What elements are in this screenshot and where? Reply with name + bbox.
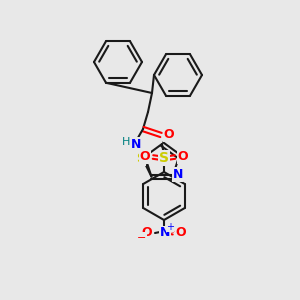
Text: N: N xyxy=(172,168,183,181)
Text: −: − xyxy=(137,233,147,243)
Text: N: N xyxy=(160,226,170,239)
Text: N: N xyxy=(131,137,141,151)
Text: S: S xyxy=(159,151,169,165)
Text: O: O xyxy=(140,151,150,164)
Text: +: + xyxy=(166,222,174,232)
Text: H: H xyxy=(122,137,130,147)
Text: O: O xyxy=(176,226,186,239)
Text: O: O xyxy=(178,151,188,164)
Text: O: O xyxy=(142,226,152,239)
Text: O: O xyxy=(164,128,174,142)
Text: S: S xyxy=(136,152,146,165)
